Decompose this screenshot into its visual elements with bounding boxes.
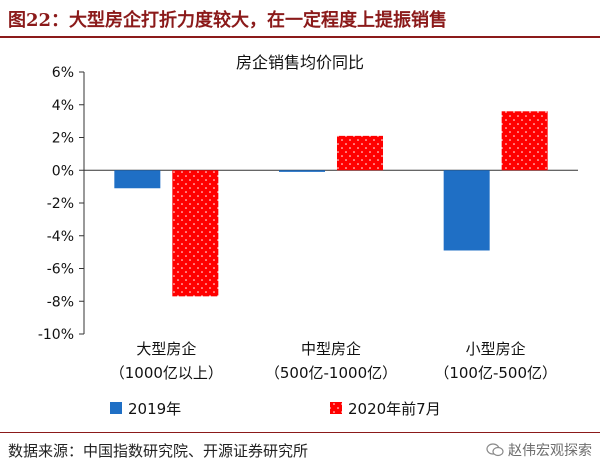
figure-title: 图22：大型房企打折力度较大，在一定程度上提振销售 xyxy=(8,10,448,31)
legend-label: 2019年 xyxy=(128,400,181,418)
chart-title: 房企销售均价同比 xyxy=(236,53,364,72)
y-tick-label: 4% xyxy=(52,98,74,114)
source-note: 数据来源：中国指数研究院、开源证券研究所 xyxy=(8,442,309,460)
y-tick-label: -10% xyxy=(38,327,74,343)
x-tick-label: （100亿-500亿） xyxy=(434,364,557,382)
legend: 2019年 2020年前7月 xyxy=(110,400,441,418)
y-tick-label: -4% xyxy=(47,229,74,245)
wechat-icon xyxy=(486,443,504,457)
bar-series1-0 xyxy=(114,170,161,189)
bars xyxy=(114,111,548,297)
bar-series2-0 xyxy=(172,170,219,297)
x-tick-label: 大型房企 xyxy=(136,340,196,358)
y-tick-label: 0% xyxy=(52,163,74,179)
y-tick-label: -8% xyxy=(47,294,74,310)
bar-series2-1 xyxy=(337,135,383,171)
x-tick-label: （500亿-1000亿） xyxy=(265,364,397,382)
y-tick-label: -2% xyxy=(47,196,74,212)
y-tick-label: 2% xyxy=(52,131,74,147)
legend-swatch xyxy=(330,402,342,414)
bar-series2-2 xyxy=(501,111,548,171)
figure-header: 图22：大型房企打折力度较大，在一定程度上提振销售 xyxy=(0,0,600,36)
bar-chart: 房企销售均价同比 6% 4% 2% 0% -2% -4% -6% -8% -10% 大型房企 （1… xyxy=(38,53,578,418)
x-tick-label: 小型房企 xyxy=(466,340,526,358)
title-rule xyxy=(0,36,600,38)
legend-label: 2020年前7月 xyxy=(348,400,441,418)
x-axis-labels: 大型房企 （1000亿以上） 中型房企 （500亿-1000亿） 小型房企 （100亿-5… xyxy=(110,340,557,382)
bar-series1-1 xyxy=(279,170,325,172)
watermark: 赵伟宏观探索 xyxy=(486,440,592,460)
x-tick-label: （1000亿以上） xyxy=(110,364,223,382)
legend-swatch xyxy=(110,402,122,414)
y-tick-label: 6% xyxy=(52,65,74,81)
source-rule xyxy=(0,432,600,433)
axes: 6% 4% 2% 0% -2% -4% -6% -8% -10% xyxy=(38,65,578,343)
x-tick-label: 中型房企 xyxy=(301,340,361,358)
watermark-text: 赵伟宏观探索 xyxy=(508,443,592,459)
bar-series1-2 xyxy=(443,170,490,251)
y-tick-label: -6% xyxy=(47,262,74,278)
